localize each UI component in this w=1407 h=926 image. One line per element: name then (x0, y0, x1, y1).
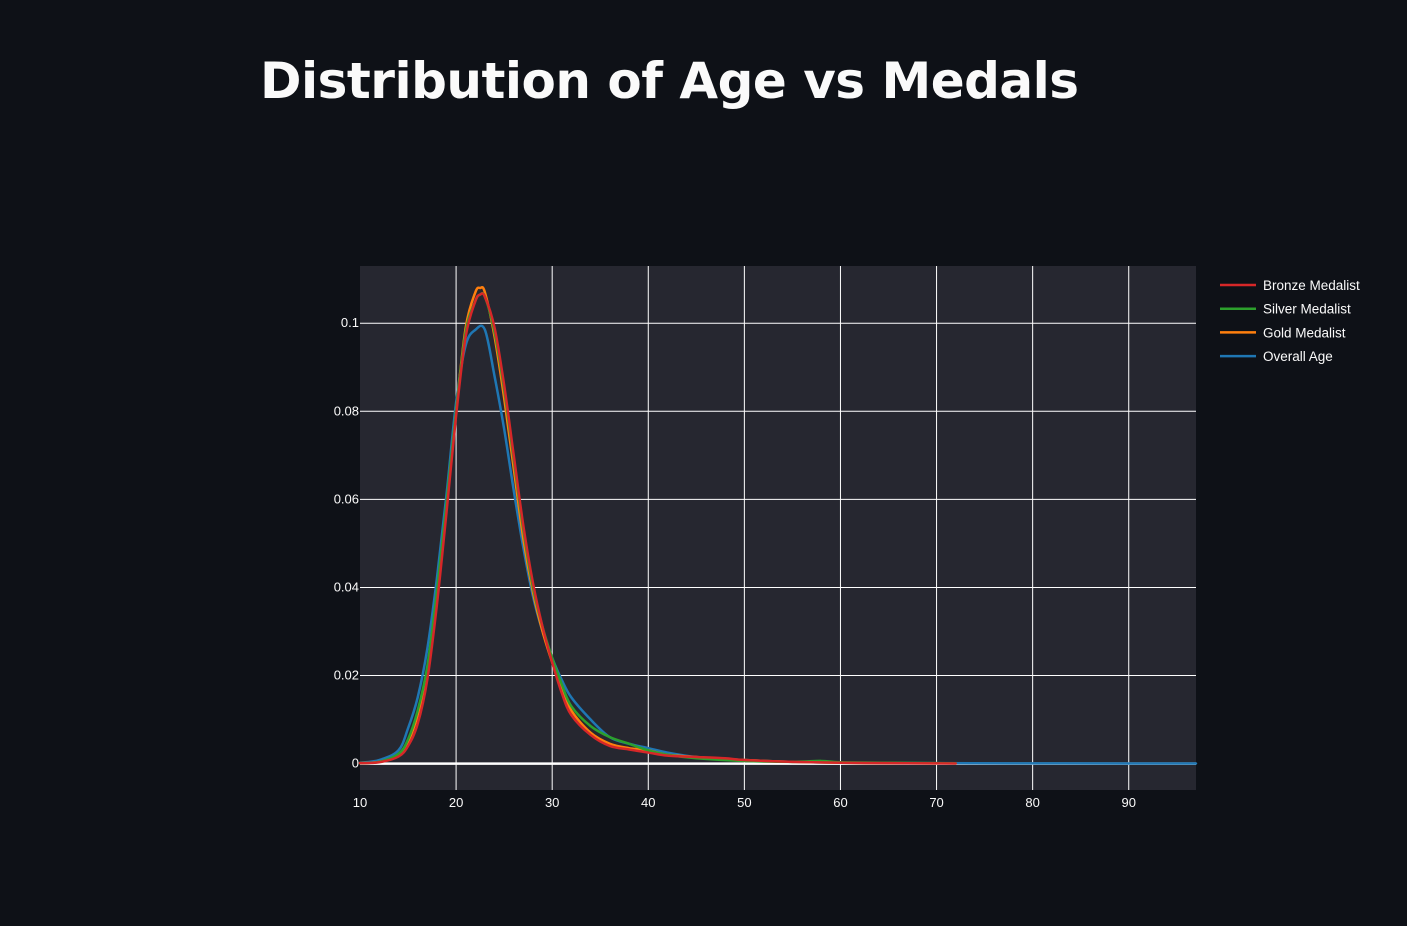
plot-area-background (360, 266, 1196, 790)
grid-lines (360, 266, 1196, 790)
x-tick-label: 40 (641, 795, 655, 810)
legend-label: Bronze Medalist (1263, 278, 1360, 293)
page-title: Distribution of Age vs Medals (260, 52, 1079, 110)
x-tick-label: 60 (833, 795, 847, 810)
x-tick-label: 50 (737, 795, 751, 810)
x-tick-label: 10 (353, 795, 367, 810)
x-tick-label: 30 (545, 795, 559, 810)
legend-label: Gold Medalist (1263, 325, 1346, 340)
y-tick-label: 0.06 (334, 491, 359, 506)
legend-item-gold-medalist[interactable]: Gold Medalist (1220, 325, 1346, 340)
legend-item-silver-medalist[interactable]: Silver Medalist (1220, 302, 1351, 317)
legend-item-overall-age[interactable]: Overall Age (1220, 349, 1333, 364)
x-tick-label: 20 (449, 795, 463, 810)
x-axis-ticks: 10 20 30 40 50 60 70 80 90 (353, 795, 1136, 810)
y-tick-label: 0.1 (341, 315, 359, 330)
y-tick-label: 0 (352, 756, 359, 771)
legend-label: Overall Age (1263, 349, 1333, 364)
x-tick-label: 90 (1122, 795, 1136, 810)
y-axis-ticks: 0 0.02 0.04 0.06 0.08 0.1 (334, 315, 359, 770)
legend-label: Silver Medalist (1263, 302, 1351, 317)
x-tick-label: 70 (929, 795, 943, 810)
legend[interactable]: Bronze Medalist Silver Medalist Gold Medal… (1220, 278, 1360, 364)
y-tick-label: 0.04 (334, 579, 359, 594)
series-lines (358, 285, 1198, 765)
series-line-bronze-medalist[interactable] (358, 292, 958, 765)
y-tick-label: 0.02 (334, 668, 359, 683)
legend-item-bronze-medalist[interactable]: Bronze Medalist (1220, 278, 1360, 293)
x-tick-label: 80 (1025, 795, 1039, 810)
y-tick-label: 0.08 (334, 403, 359, 418)
